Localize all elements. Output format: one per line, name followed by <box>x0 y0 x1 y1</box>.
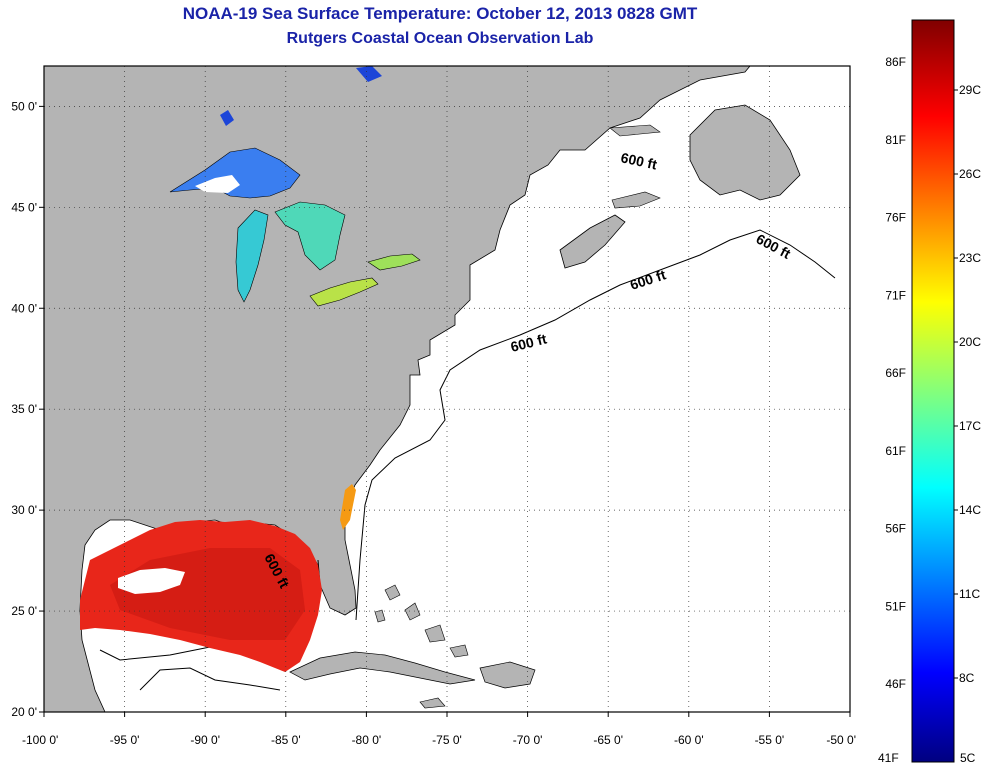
colorbar-f-label: 51F <box>885 599 906 613</box>
x-tick-label: -80 0' <box>352 733 382 747</box>
lake-michigan <box>235 209 269 303</box>
y-tick-label: 25 0' <box>11 604 37 618</box>
y-tick-label: 40 0' <box>11 301 37 315</box>
y-tick-label: 30 0' <box>11 503 37 517</box>
x-tick-label: -85 0' <box>271 733 301 747</box>
colorbar-labels: 86F 81F 76F 71F 66F 61F 56F 51F 46F 29C 26C 23C 20C 1… <box>885 55 981 691</box>
land-bahamas <box>374 584 469 658</box>
x-tick-label: -90 0' <box>190 733 220 747</box>
y-axis: 20 0' 25 0' 30 0' 35 0' 40 0' 45 0' 50 0' <box>11 99 44 719</box>
x-tick-label: -100 0' <box>22 733 58 747</box>
lake-nipigon <box>220 110 234 126</box>
lake-erie <box>309 277 379 307</box>
colorbar-f-label: 81F <box>885 133 906 147</box>
map-frame <box>43 65 851 713</box>
y-tick-label: 45 0' <box>11 200 37 214</box>
colorbar-c-label: 17C <box>959 419 981 433</box>
x-axis: -100 0' -95 0' -90 0' -85 0' -80 0' -75 0' -70… <box>22 712 856 747</box>
colorbar-c-label: 29C <box>959 83 981 97</box>
colorbar-min-f: 41F <box>878 751 899 765</box>
lake-superior-cloud <box>195 175 240 193</box>
x-tick-label: -70 0' <box>513 733 543 747</box>
x-tick-label: -50 0' <box>826 733 856 747</box>
lake-ontario <box>367 253 421 271</box>
sst-cloud-gap <box>118 568 185 594</box>
x-tick-label: -65 0' <box>593 733 623 747</box>
colorbar-c-label: 20C <box>959 335 981 349</box>
colorbar-c-label: 8C <box>959 671 975 685</box>
land-cuba <box>289 651 476 685</box>
colorbar-c-label: 11C <box>959 587 980 601</box>
hudson-bay-fragment <box>356 66 382 82</box>
colorbar-f-label: 56F <box>885 522 906 536</box>
shelf-contour-yucatan <box>139 667 281 691</box>
shelf-contour-600ft <box>355 229 836 621</box>
colorbar-c-label: 14C <box>959 503 981 517</box>
colorbar-c-label: 26C <box>959 167 981 181</box>
colorbar-f-label: 61F <box>885 444 906 458</box>
chart-subtitle: Rutgers Coastal Ocean Observation Lab <box>286 30 594 47</box>
contour-label: 600 ft <box>619 149 658 172</box>
land-newfoundland <box>689 104 801 201</box>
chart-title: NOAA-19 Sea Surface Temperature: October… <box>182 4 698 23</box>
colorbar <box>911 19 955 763</box>
land-hispaniola <box>479 661 536 689</box>
lake-huron <box>274 201 346 271</box>
x-tick-label: -55 0' <box>755 733 785 747</box>
y-tick-label: 50 0' <box>11 99 37 113</box>
x-tick-label: -75 0' <box>432 733 462 747</box>
land-pei <box>611 191 661 209</box>
x-tick-label: -95 0' <box>110 733 140 747</box>
colorbar-f-label: 71F <box>885 288 906 302</box>
colorbar-f-label: 76F <box>885 211 906 225</box>
y-tick-label: 35 0' <box>11 402 37 416</box>
x-tick-label: -60 0' <box>674 733 704 747</box>
colorbar-min-c: 5C <box>960 751 976 765</box>
colorbar-f-label: 66F <box>885 366 906 380</box>
colorbar-f-label: 46F <box>885 677 906 691</box>
y-tick-label: 20 0' <box>11 705 37 719</box>
colorbar-f-label: 86F <box>885 55 906 69</box>
land-nova-scotia <box>559 214 626 269</box>
land-anticosti <box>609 124 661 137</box>
sst-swath-florida-coast <box>340 484 356 530</box>
colorbar-c-label: 23C <box>959 251 981 265</box>
land-jamaica <box>419 697 446 709</box>
